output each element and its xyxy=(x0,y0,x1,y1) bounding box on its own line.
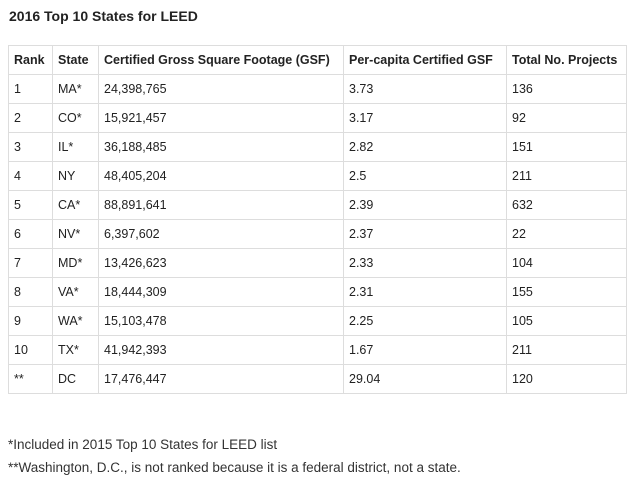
cell-state: MA* xyxy=(52,74,99,104)
footnote-dc: **Washington, D.C., is not ranked becaus… xyxy=(8,460,461,475)
table-row: 10 TX* 41,942,393 1.67 211 xyxy=(8,335,627,365)
cell-state: DC xyxy=(52,364,99,394)
cell-per-capita-gsf: 2.37 xyxy=(343,219,507,249)
header-per-capita-gsf: Per-capita Certified GSF xyxy=(343,45,507,75)
cell-certified-gsf: 15,103,478 xyxy=(98,306,344,336)
cell-certified-gsf: 13,426,623 xyxy=(98,248,344,278)
table-row: ** DC 17,476,447 29.04 120 xyxy=(8,364,627,394)
cell-state: IL* xyxy=(52,132,99,162)
header-state: State xyxy=(52,45,99,75)
cell-total-projects: 120 xyxy=(506,364,627,394)
cell-total-projects: 92 xyxy=(506,103,627,133)
cell-certified-gsf: 18,444,309 xyxy=(98,277,344,307)
cell-total-projects: 105 xyxy=(506,306,627,336)
cell-per-capita-gsf: 2.31 xyxy=(343,277,507,307)
cell-certified-gsf: 41,942,393 xyxy=(98,335,344,365)
cell-rank: 2 xyxy=(8,103,53,133)
cell-state: MD* xyxy=(52,248,99,278)
cell-rank: 7 xyxy=(8,248,53,278)
cell-per-capita-gsf: 3.73 xyxy=(343,74,507,104)
cell-state: NY xyxy=(52,161,99,191)
table-header-row: Rank State Certified Gross Square Footag… xyxy=(8,45,627,75)
table-row: 5 CA* 88,891,641 2.39 632 xyxy=(8,190,627,220)
cell-state: TX* xyxy=(52,335,99,365)
cell-rank: 4 xyxy=(8,161,53,191)
footnote-2015-list: *Included in 2015 Top 10 States for LEED… xyxy=(8,437,278,452)
cell-rank: 10 xyxy=(8,335,53,365)
cell-total-projects: 136 xyxy=(506,74,627,104)
table-row: 3 IL* 36,188,485 2.82 151 xyxy=(8,132,627,162)
cell-total-projects: 22 xyxy=(506,219,627,249)
header-total-projects: Total No. Projects xyxy=(506,45,627,75)
cell-certified-gsf: 6,397,602 xyxy=(98,219,344,249)
cell-rank: 6 xyxy=(8,219,53,249)
cell-certified-gsf: 48,405,204 xyxy=(98,161,344,191)
cell-total-projects: 211 xyxy=(506,161,627,191)
leed-states-table: Rank State Certified Gross Square Footag… xyxy=(8,45,627,394)
table-row: 7 MD* 13,426,623 2.33 104 xyxy=(8,248,627,278)
cell-total-projects: 155 xyxy=(506,277,627,307)
cell-per-capita-gsf: 1.67 xyxy=(343,335,507,365)
cell-per-capita-gsf: 2.5 xyxy=(343,161,507,191)
table-row: 2 CO* 15,921,457 3.17 92 xyxy=(8,103,627,133)
cell-rank: 5 xyxy=(8,190,53,220)
cell-rank: 8 xyxy=(8,277,53,307)
cell-rank: 3 xyxy=(8,132,53,162)
cell-certified-gsf: 24,398,765 xyxy=(98,74,344,104)
cell-per-capita-gsf: 2.33 xyxy=(343,248,507,278)
cell-total-projects: 104 xyxy=(506,248,627,278)
cell-state: CO* xyxy=(52,103,99,133)
page-title: 2016 Top 10 States for LEED xyxy=(9,8,198,24)
cell-total-projects: 211 xyxy=(506,335,627,365)
table-row: 6 NV* 6,397,602 2.37 22 xyxy=(8,219,627,249)
cell-total-projects: 151 xyxy=(506,132,627,162)
cell-certified-gsf: 36,188,485 xyxy=(98,132,344,162)
header-certified-gsf: Certified Gross Square Footage (GSF) xyxy=(98,45,344,75)
cell-certified-gsf: 17,476,447 xyxy=(98,364,344,394)
table-row: 9 WA* 15,103,478 2.25 105 xyxy=(8,306,627,336)
cell-state: NV* xyxy=(52,219,99,249)
cell-per-capita-gsf: 2.39 xyxy=(343,190,507,220)
cell-certified-gsf: 88,891,641 xyxy=(98,190,344,220)
table-row: 4 NY 48,405,204 2.5 211 xyxy=(8,161,627,191)
cell-state: VA* xyxy=(52,277,99,307)
cell-state: WA* xyxy=(52,306,99,336)
cell-state: CA* xyxy=(52,190,99,220)
cell-rank: ** xyxy=(8,364,53,394)
cell-per-capita-gsf: 2.82 xyxy=(343,132,507,162)
header-rank: Rank xyxy=(8,45,53,75)
cell-rank: 1 xyxy=(8,74,53,104)
cell-per-capita-gsf: 2.25 xyxy=(343,306,507,336)
cell-rank: 9 xyxy=(8,306,53,336)
cell-per-capita-gsf: 29.04 xyxy=(343,364,507,394)
cell-per-capita-gsf: 3.17 xyxy=(343,103,507,133)
table-row: 8 VA* 18,444,309 2.31 155 xyxy=(8,277,627,307)
cell-total-projects: 632 xyxy=(506,190,627,220)
table-row: 1 MA* 24,398,765 3.73 136 xyxy=(8,74,627,104)
cell-certified-gsf: 15,921,457 xyxy=(98,103,344,133)
